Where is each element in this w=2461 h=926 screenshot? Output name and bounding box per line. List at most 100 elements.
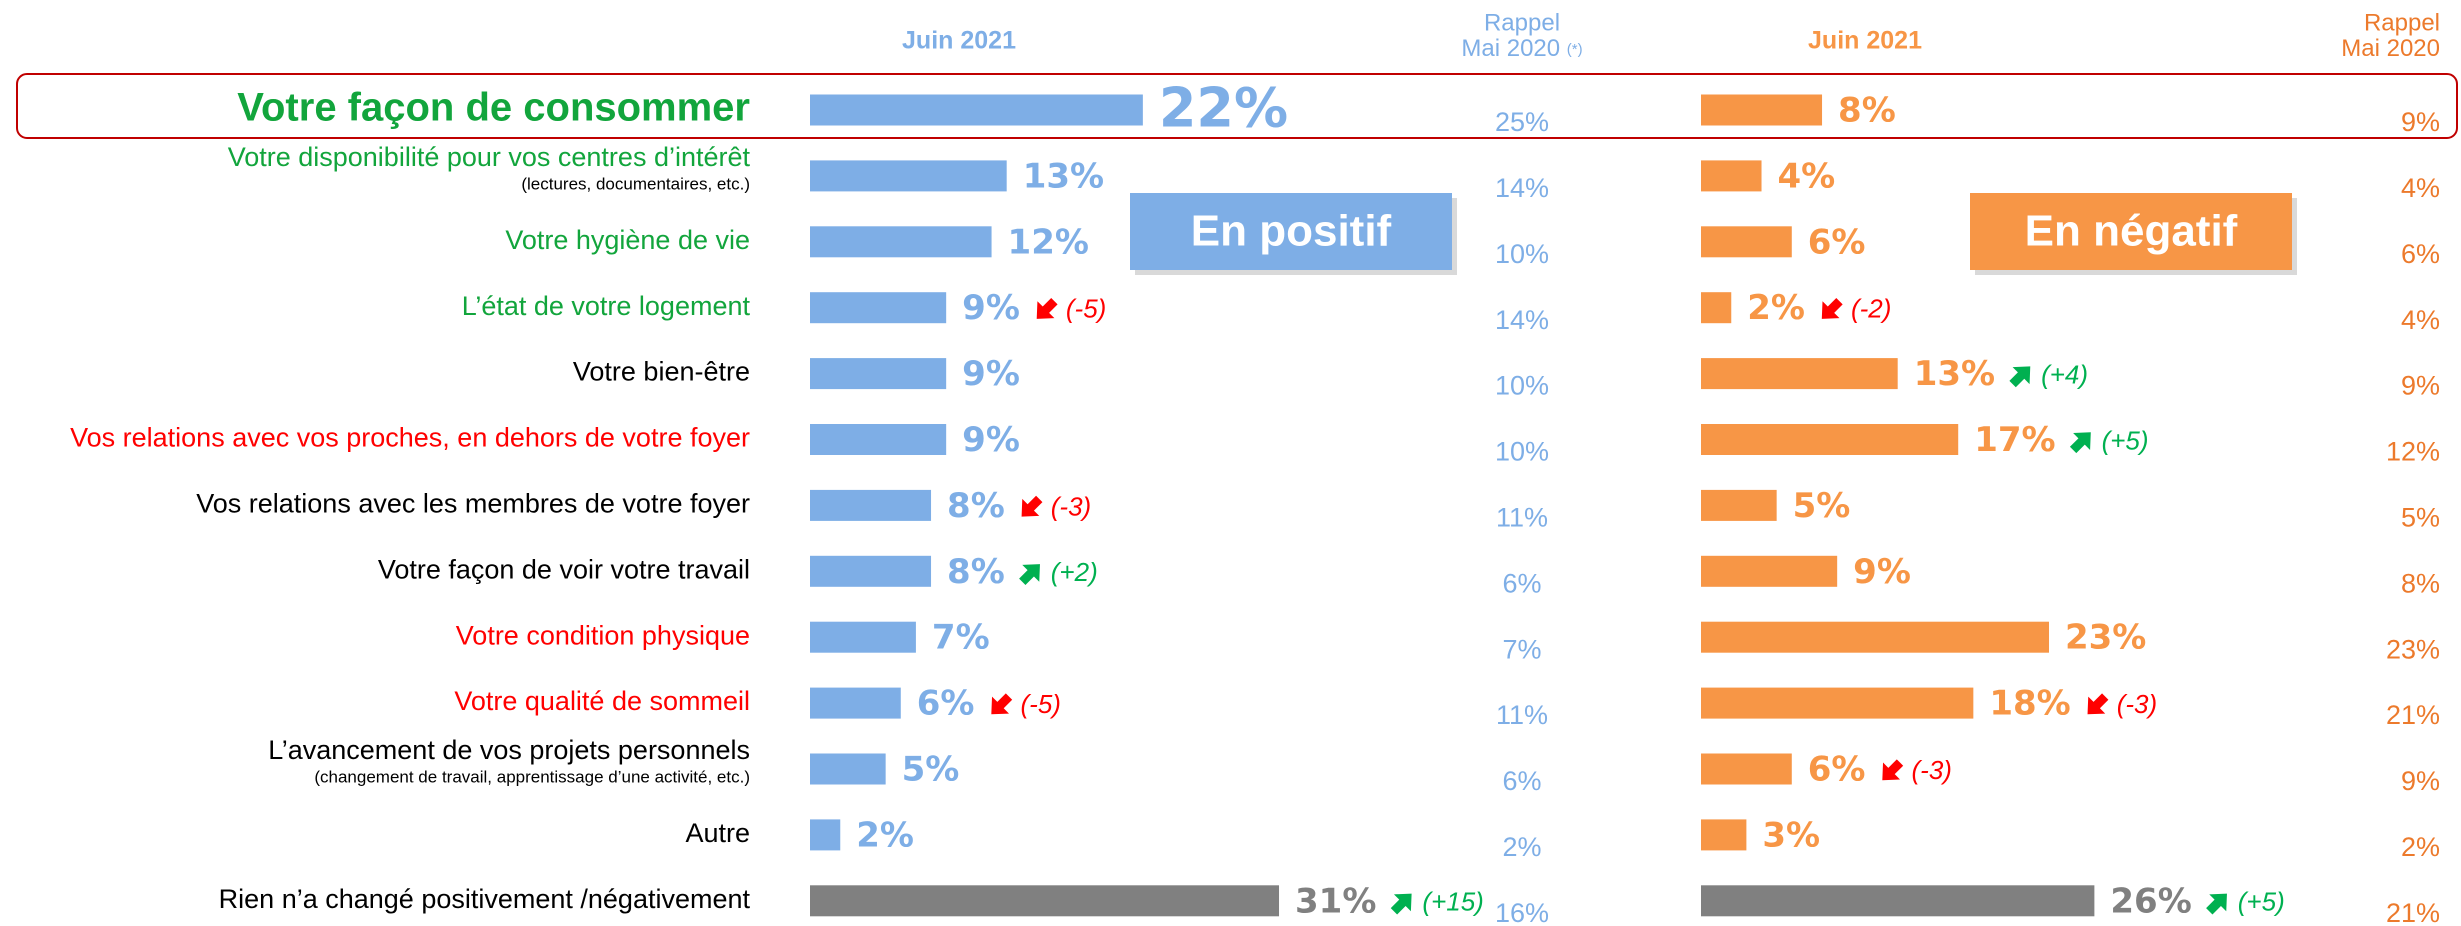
bar	[810, 292, 947, 324]
category-label: Votre façon de voir votre travail	[378, 554, 750, 584]
value-label: 13%	[1914, 354, 1995, 394]
category-label: Votre hygiène de vie	[505, 225, 750, 255]
category-note: (lectures, documentaires, etc.)	[521, 174, 750, 193]
delta-label: (+15)	[1422, 887, 1483, 917]
category-note: (changement de travail, apprentissage d’…	[314, 767, 750, 786]
bar	[810, 358, 947, 390]
value-label: 9%	[1853, 552, 1911, 592]
category-label: L’avancement de vos projets personnels	[268, 735, 750, 765]
value-label: 6%	[1808, 222, 1866, 262]
value-label: 8%	[1838, 91, 1896, 131]
recall-header: Rappel	[2364, 9, 2440, 36]
recall-value: 2%	[2401, 832, 2440, 862]
delta-label: (-3)	[2117, 689, 2157, 719]
bar	[1701, 753, 1792, 785]
category-label: Votre condition physique	[456, 620, 750, 650]
recall-value: 12%	[2386, 437, 2440, 467]
recall-header: Rappel	[1484, 9, 1560, 36]
bar	[1701, 94, 1823, 126]
value-label: 2%	[1747, 288, 1805, 328]
recall-header: Mai 2020 (*)	[1461, 35, 1582, 62]
recall-value: 10%	[1495, 371, 1549, 401]
category-label: Votre disponibilité pour vos centres d’i…	[228, 142, 751, 172]
bar	[1701, 358, 1898, 390]
recall-value: 5%	[2401, 503, 2440, 533]
recall-value: 10%	[1495, 239, 1549, 269]
recall-value: 10%	[1495, 437, 1549, 467]
value-label: 8%	[947, 486, 1005, 526]
value-label: 4%	[1778, 156, 1836, 196]
recall-value: 11%	[1496, 700, 1548, 730]
value-label: 22%	[1159, 77, 1288, 140]
badge-label: En positif	[1191, 207, 1392, 256]
trend-arrow	[1021, 495, 1043, 517]
value-label: 13%	[1023, 156, 1104, 196]
delta-label: (-2)	[1851, 294, 1891, 324]
column-header: Juin 2021	[1808, 27, 1922, 55]
bar	[1701, 489, 1777, 521]
value-label: 31%	[1295, 881, 1376, 921]
recall-value: 11%	[1496, 503, 1548, 533]
trend-arrow	[1882, 759, 1904, 781]
recall-value: 4%	[2401, 305, 2440, 335]
recall-value: 6%	[2401, 239, 2440, 269]
delta-label: (-3)	[1051, 491, 1091, 521]
value-label: 2%	[856, 815, 914, 855]
value-label: 8%	[947, 552, 1005, 592]
value-label: 9%	[962, 288, 1020, 328]
delta-label: (-5)	[1021, 689, 1061, 719]
trend-arrow	[2009, 366, 2031, 388]
bar	[810, 160, 1007, 192]
column-header: Juin 2021	[902, 27, 1016, 55]
recall-value: 6%	[1502, 568, 1541, 598]
bar	[810, 621, 916, 653]
recall-subtitle: Mai 2020	[2341, 35, 2440, 62]
bar	[810, 226, 992, 258]
category-label: Vos relations avec vos proches, en dehor…	[70, 423, 750, 453]
value-label: 26%	[2110, 881, 2191, 921]
recall-value: 4%	[2401, 173, 2440, 203]
trend-arrow	[2087, 693, 2109, 715]
recall-value: 2%	[1502, 832, 1541, 862]
category-label: Votre façon de consommer	[237, 86, 750, 130]
value-label: 5%	[902, 750, 960, 790]
badge-label: En négatif	[2025, 207, 2238, 256]
recall-value: 7%	[1502, 634, 1541, 664]
delta-label: (-3)	[1912, 755, 1952, 785]
bar	[810, 489, 932, 521]
value-label: 7%	[932, 618, 990, 658]
recall-value: 14%	[1495, 305, 1549, 335]
recall-value: 23%	[2386, 634, 2440, 664]
trend-arrow	[1036, 298, 1058, 319]
recall-value: 9%	[2401, 766, 2440, 796]
bar	[810, 687, 901, 719]
bar	[810, 753, 886, 785]
trend-arrow	[1821, 298, 1843, 319]
recall-value: 16%	[1495, 898, 1549, 926]
value-label: 17%	[1974, 420, 2055, 460]
recall-header: Mai 2020	[2341, 35, 2440, 62]
recall-value: 6%	[1502, 766, 1541, 796]
bar	[1701, 819, 1747, 851]
recall-value: 21%	[2386, 700, 2440, 730]
bar	[1701, 555, 1838, 587]
badge	[1970, 193, 2292, 270]
bar	[1701, 687, 1974, 719]
bar	[1701, 292, 1732, 324]
highlight-frame	[16, 73, 2458, 139]
bar	[810, 819, 841, 851]
bar	[1701, 621, 2049, 653]
category-label: Rien n’a changé positivement /négativeme…	[219, 884, 751, 914]
trend-arrow	[991, 693, 1013, 715]
recall-value: 25%	[1495, 107, 1549, 137]
recall-value: 21%	[2386, 898, 2440, 926]
bar	[810, 885, 1280, 917]
value-label: 12%	[1008, 222, 1089, 262]
trend-arrow	[2069, 432, 2091, 454]
trend-arrow	[1019, 564, 1040, 585]
bar	[810, 424, 947, 455]
trend-arrow	[1390, 893, 1412, 915]
value-label: 9%	[962, 354, 1020, 394]
value-label: 23%	[2065, 618, 2146, 658]
